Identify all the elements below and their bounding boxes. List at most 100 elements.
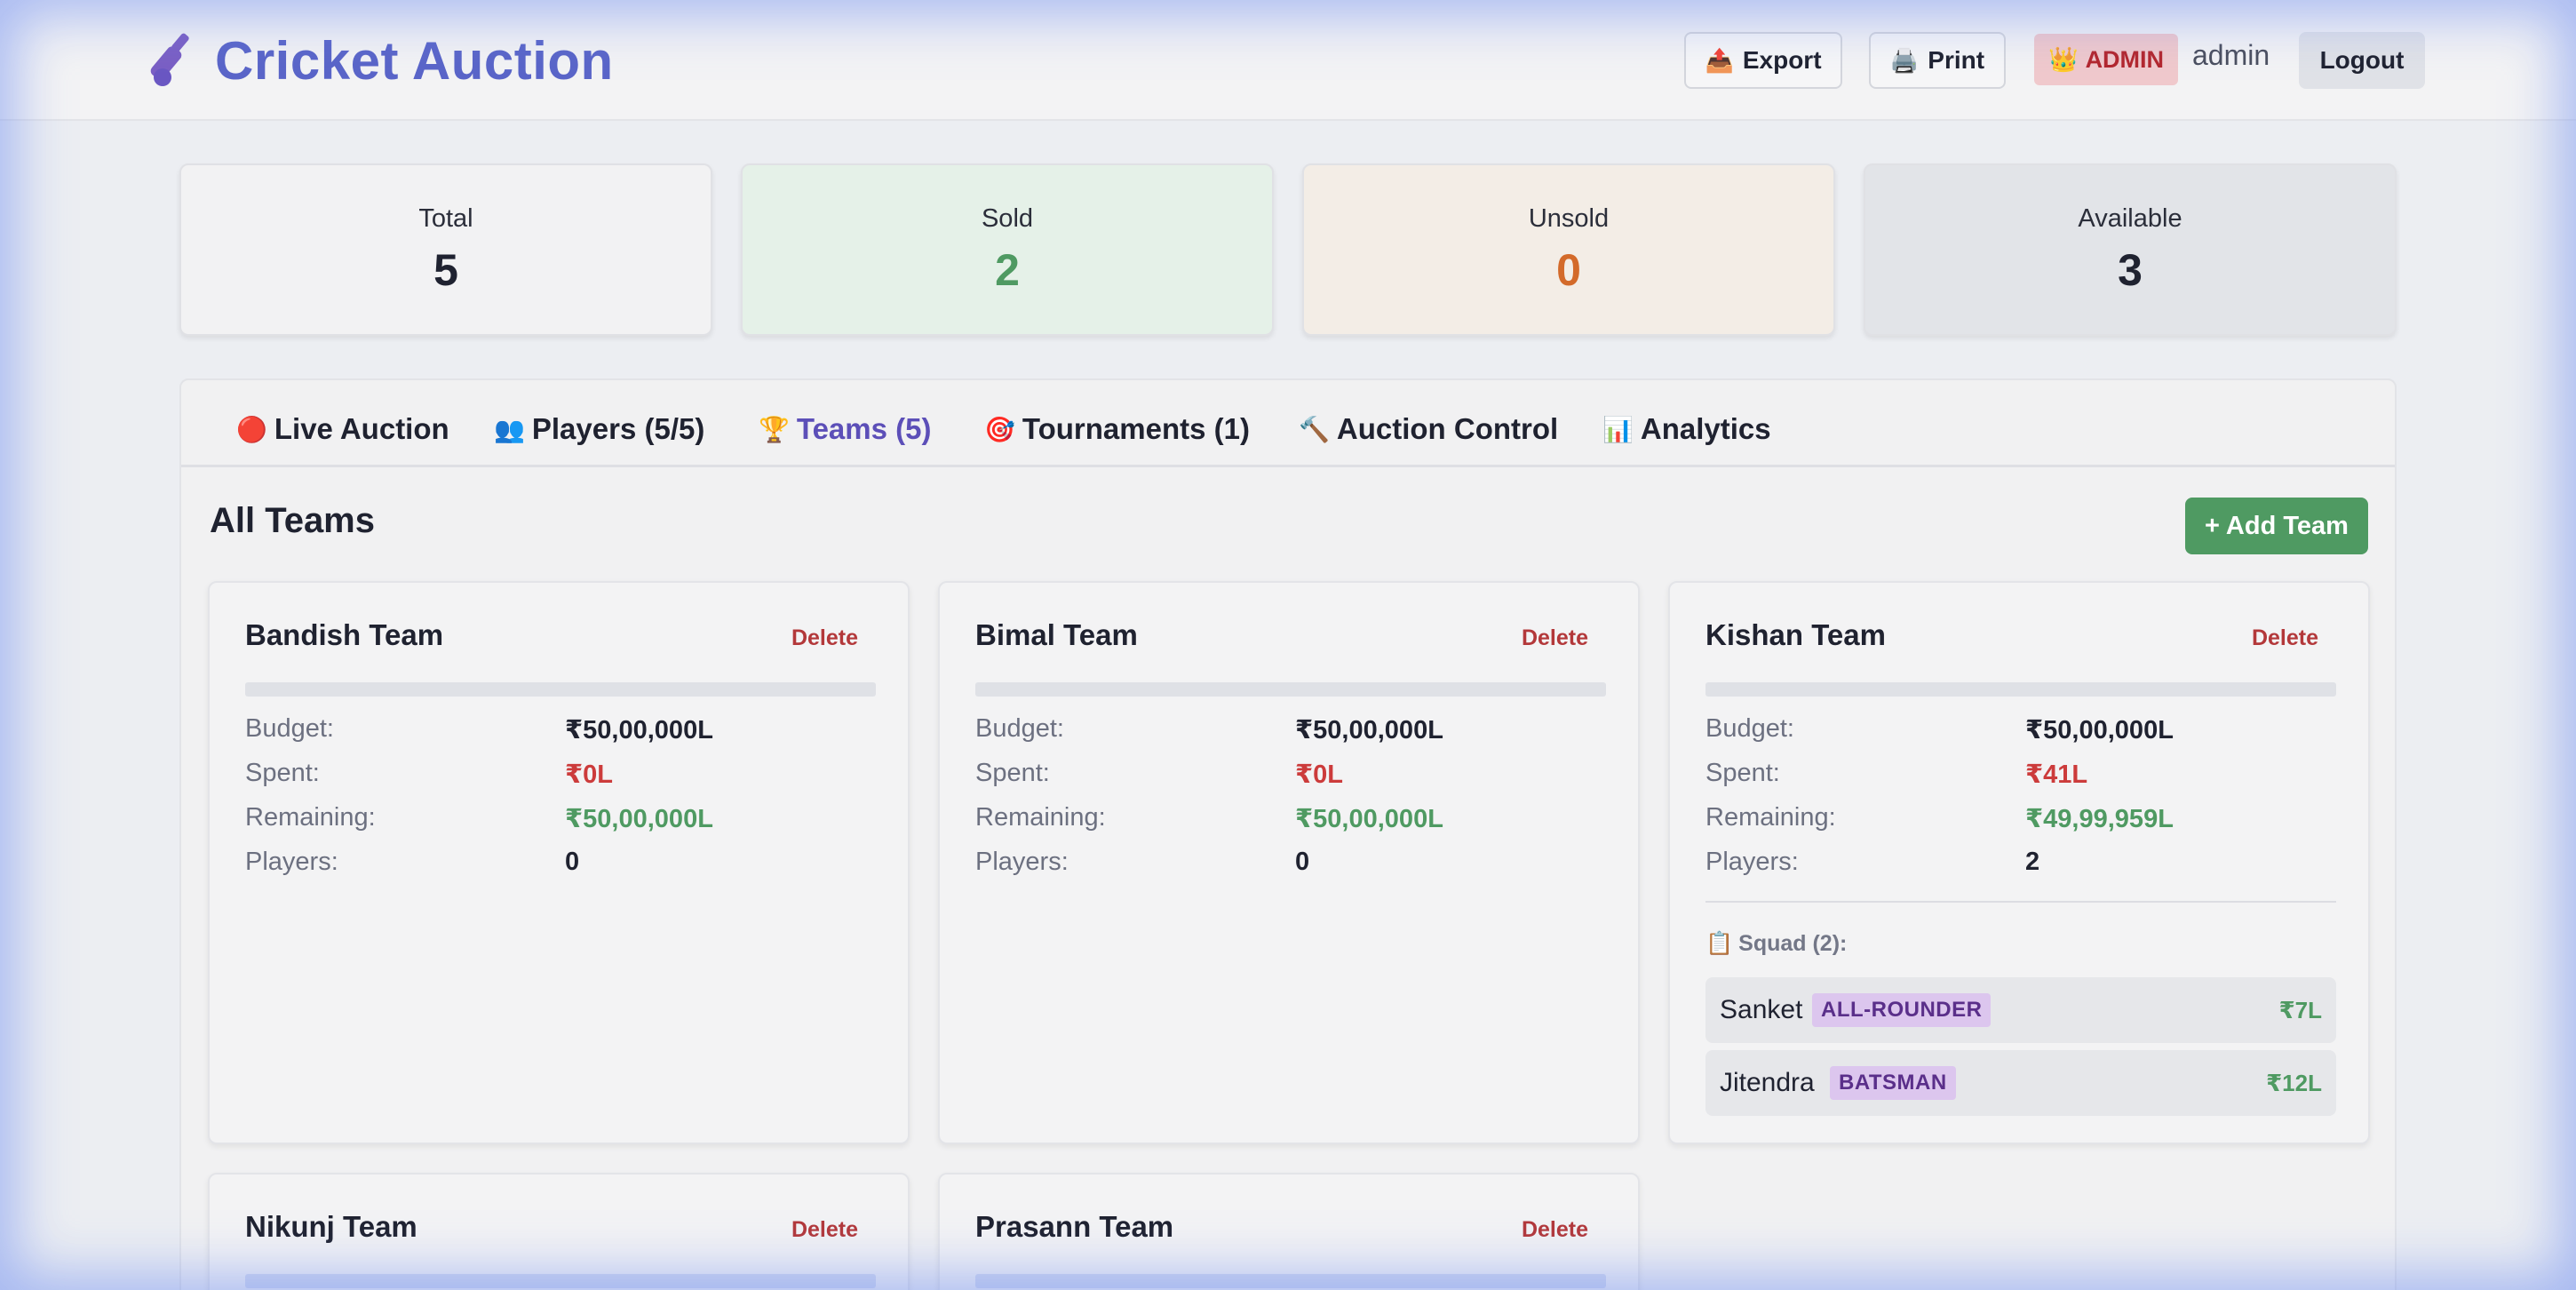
section-title: All Teams — [210, 501, 375, 540]
budget-progress-bar — [245, 682, 876, 697]
budget-progress-bar — [975, 1274, 1606, 1288]
spent-value: ₹0L — [1295, 760, 1344, 789]
add-team-button[interactable]: + Add Team — [2185, 498, 2368, 554]
role-label: ADMIN — [2085, 45, 2165, 73]
remaining-value: ₹50,00,000L — [565, 805, 713, 833]
target-icon: 🎯 — [984, 415, 1015, 443]
stat-total-label: Total — [418, 204, 473, 233]
team-card: Prasann Team Delete — [938, 1173, 1640, 1290]
tab-live-auction[interactable]: 🔴 Live Auction — [236, 412, 449, 446]
budget-value: ₹50,00,000L — [565, 716, 713, 745]
tab-players[interactable]: 👥 Players (5/5) — [494, 412, 704, 446]
tab-teams[interactable]: 🏆 Teams (5) — [759, 412, 932, 446]
stat-sold: Sold 2 — [741, 163, 1274, 336]
app-logo: Cricket Auction — [149, 28, 614, 92]
team-card: Nikunj Team Delete — [208, 1173, 910, 1290]
tab-label: Tournaments (1) — [1022, 412, 1250, 445]
app-title: Cricket Auction — [215, 30, 614, 91]
team-name: Bandish Team — [245, 618, 444, 651]
trophy-icon: 🏆 — [759, 415, 790, 443]
clipboard-icon: 📋 — [1705, 931, 1734, 956]
tab-analytics[interactable]: 📊 Analytics — [1602, 412, 1771, 446]
players-value: 0 — [1295, 848, 1310, 876]
players-label: Players: — [1705, 848, 1799, 876]
stat-available-value: 3 — [2118, 245, 2143, 295]
printer-icon: 🖨️ — [1889, 46, 1920, 74]
export-button[interactable]: 📤 Export — [1684, 32, 1842, 89]
player-price: ₹7L — [2278, 997, 2322, 1023]
squad-player-row[interactable]: Sanket ALL-ROUNDER ₹7L — [1705, 977, 2336, 1043]
budget-progress-bar — [245, 1274, 876, 1288]
stat-total-value: 5 — [433, 245, 458, 295]
role-badge: 👑 ADMIN — [2034, 34, 2178, 85]
team-name: Prasann Team — [975, 1210, 1174, 1243]
budget-label: Budget: — [975, 714, 1064, 743]
delete-team-button[interactable]: Delete — [1521, 1217, 1588, 1242]
delete-team-button[interactable]: Delete — [791, 1217, 858, 1242]
stat-available: Available 3 — [1864, 163, 2397, 336]
player-price: ₹12L — [2266, 1070, 2322, 1096]
role-badge: ALL-ROUNDER — [1812, 993, 1992, 1027]
spent-label: Spent: — [1705, 759, 1780, 787]
remaining-label: Remaining: — [975, 803, 1106, 832]
team-card: Bimal Team Delete Budget: ₹50,00,000L Spe… — [938, 581, 1640, 1144]
players-label: Players: — [245, 848, 338, 876]
tab-label: Auction Control — [1336, 412, 1559, 445]
stat-unsold: Unsold 0 — [1302, 163, 1835, 336]
stat-sold-value: 2 — [995, 245, 1020, 295]
tab-label: Players (5/5) — [531, 412, 705, 445]
tab-label: Analytics — [1640, 412, 1771, 445]
delete-team-button[interactable]: Delete — [1521, 625, 1588, 650]
squad-title: Squad (2): — [1738, 931, 1848, 956]
username: admin — [2192, 39, 2270, 71]
players-value: 0 — [565, 848, 580, 876]
role-badge: BATSMAN — [1830, 1066, 1956, 1100]
budget-value: ₹50,00,000L — [2025, 716, 2174, 745]
remaining-value: ₹49,99,959L — [2025, 805, 2174, 833]
export-icon: 📤 — [1705, 46, 1734, 74]
spent-value: ₹41L — [2025, 760, 2088, 789]
budget-progress-bar — [1705, 682, 2336, 697]
tab-tournaments[interactable]: 🎯 Tournaments (1) — [984, 412, 1250, 446]
bar-chart-icon: 📊 — [1602, 415, 1634, 443]
team-name: Bimal Team — [975, 618, 1138, 651]
spent-value: ₹0L — [565, 760, 614, 789]
delete-team-button[interactable]: Delete — [791, 625, 858, 650]
team-card: Kishan Team Delete Budget: ₹50,00,000L Sp… — [1668, 581, 2370, 1144]
remaining-value: ₹50,00,000L — [1295, 805, 1443, 833]
red-circle-icon: 🔴 — [236, 415, 267, 443]
spent-label: Spent: — [245, 759, 320, 787]
player-name: Sanket — [1720, 995, 1803, 1024]
tab-auction-control[interactable]: 🔨 Auction Control — [1299, 412, 1558, 446]
tab-bar: 🔴 Live Auction 👥 Players (5/5) 🏆 Teams (… — [181, 380, 2395, 467]
budget-value: ₹50,00,000L — [1295, 716, 1443, 745]
remaining-label: Remaining: — [245, 803, 376, 832]
squad-heading: 📋 Squad (2): — [1705, 931, 1847, 957]
crown-icon: 👑 — [2047, 46, 2079, 73]
player-name: Jitendra — [1720, 1068, 1815, 1097]
hammer-icon: 🔨 — [1299, 415, 1330, 443]
tab-label: Live Auction — [274, 412, 449, 445]
budget-label: Budget: — [245, 714, 334, 743]
squad-player-row[interactable]: Jitendra BATSMAN ₹12L — [1705, 1050, 2336, 1116]
stat-total: Total 5 — [179, 163, 712, 336]
delete-team-button[interactable]: Delete — [2251, 625, 2318, 650]
stat-available-label: Available — [2078, 204, 2182, 233]
app-header: Cricket Auction 📤 Export 🖨️ Print 👑 ADMI… — [0, 0, 2576, 121]
main-panel: 🔴 Live Auction 👥 Players (5/5) 🏆 Teams (… — [179, 378, 2397, 1290]
team-card: Bandish Team Delete Budget: ₹50,00,000L S… — [208, 581, 910, 1144]
divider — [1705, 901, 2336, 903]
export-label: Export — [1742, 46, 1822, 74]
logout-button[interactable]: Logout — [2299, 32, 2425, 89]
stat-sold-label: Sold — [981, 204, 1034, 233]
players-label: Players: — [975, 848, 1069, 876]
remaining-label: Remaining: — [1705, 803, 1836, 832]
tab-label: Teams (5) — [796, 412, 932, 445]
print-button[interactable]: 🖨️ Print — [1869, 32, 2006, 89]
players-value: 2 — [2025, 848, 2040, 876]
team-name: Kishan Team — [1705, 618, 1886, 651]
budget-progress-bar — [975, 682, 1606, 697]
stat-unsold-value: 0 — [1556, 245, 1581, 295]
print-label: Print — [1928, 46, 1985, 74]
spent-label: Spent: — [975, 759, 1050, 787]
